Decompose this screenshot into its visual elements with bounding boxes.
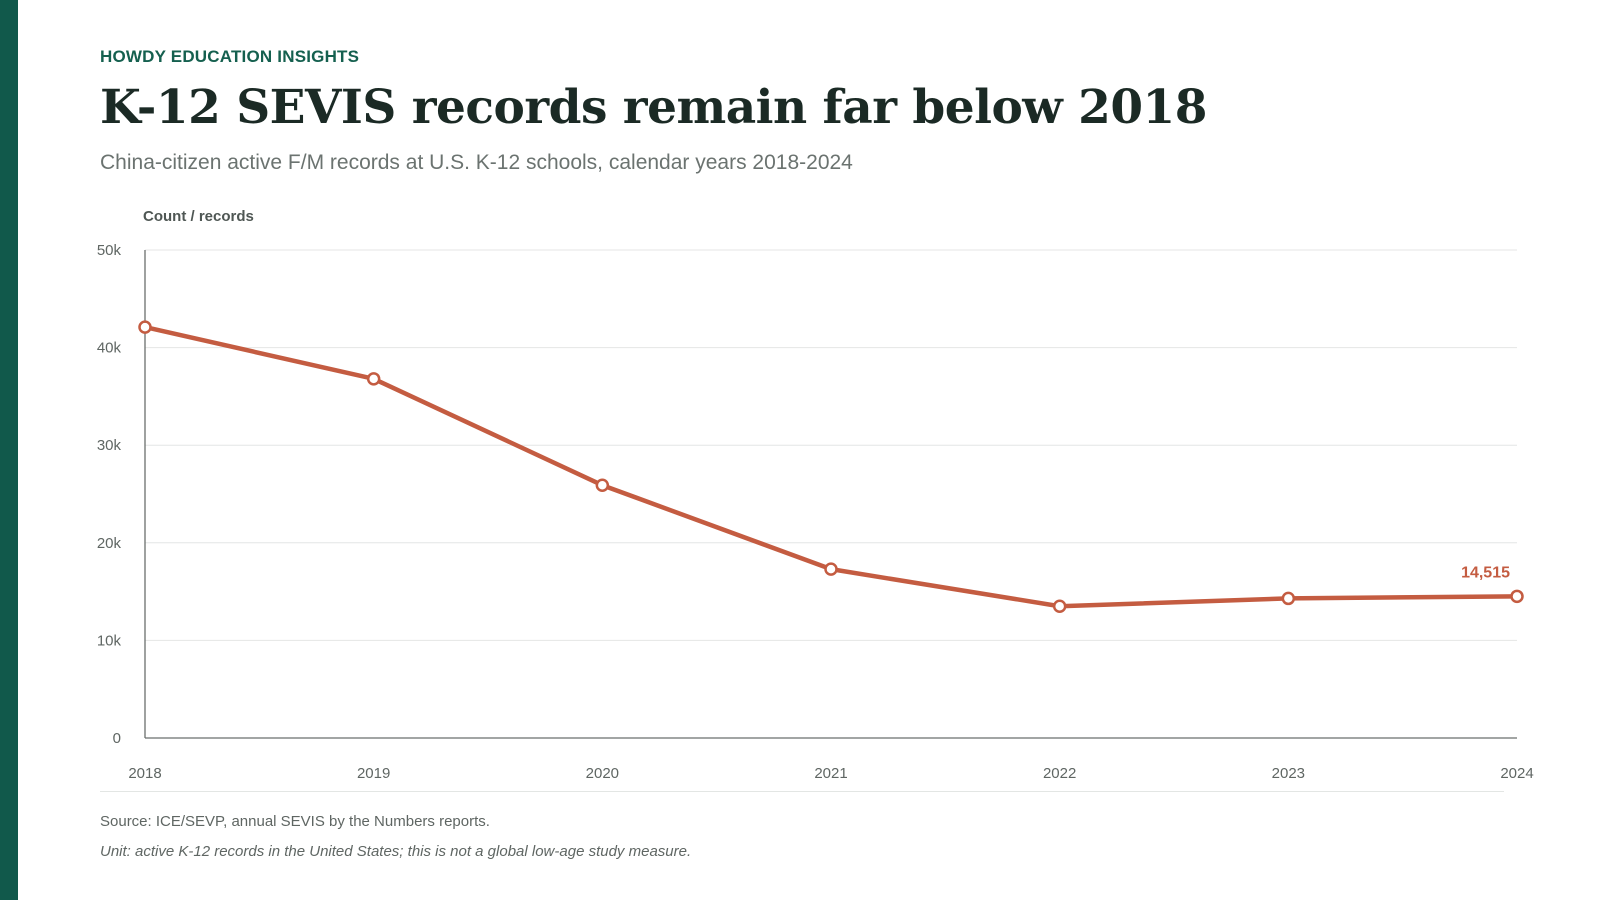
y-tick-label: 10k [97,632,122,649]
accent-bar [0,0,18,900]
data-point [824,562,838,576]
source-note: Source: ICE/SEVP, annual SEVIS by the Nu… [100,813,490,830]
page-subtitle: China-citizen active F/M records at U.S.… [100,151,853,174]
annotations: 14,515 [1461,564,1510,581]
x-tick-label: 2022 [1043,765,1076,782]
x-tick-label: 2019 [357,765,390,782]
y-tick-label: 30k [97,437,122,454]
x-tick-label: 2021 [814,765,847,782]
footer-divider [100,791,1504,792]
y-tick-label: 20k [97,535,122,552]
y-tick-label: 50k [97,242,122,259]
data-point [595,478,610,492]
x-tick-label: 2024 [1500,765,1533,782]
unit-note: Unit: active K-12 records in the United … [100,843,692,860]
y-tick-labels: 0 10k 20k 30k 40k 50k [97,242,122,747]
x-tick-labels: 2018 2019 2020 2021 2022 2023 2024 [128,765,1533,782]
x-tick-label: 2020 [586,765,619,782]
y-tick-label: 0 [113,730,121,747]
page-title: K-12 SEVIS records remain far below 2018 [100,80,1207,135]
x-tick-label: 2023 [1272,765,1305,782]
axes [144,250,1517,739]
data-point [366,372,381,386]
y-axis-label: Count / records [143,208,254,225]
x-tick-label: 2018 [128,765,161,782]
gridlines [145,249,1517,641]
y-tick-label: 40k [97,340,122,357]
data-point [1510,589,1524,604]
data-point [138,320,152,334]
series [138,320,1524,613]
data-label: 14,515 [1461,564,1510,581]
data-point [1281,591,1296,606]
brand-label: HOWDY EDUCATION INSIGHTS [100,47,360,66]
data-point [1052,599,1067,613]
